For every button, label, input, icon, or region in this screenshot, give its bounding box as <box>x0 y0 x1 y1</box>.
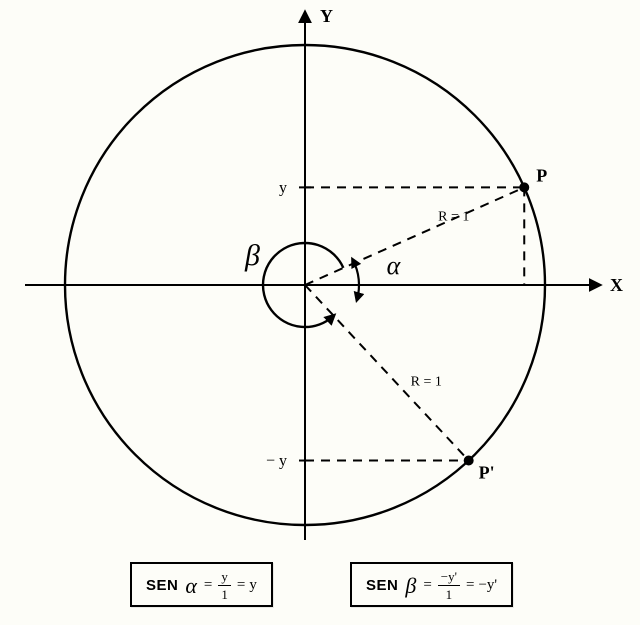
y-axis-label: Y <box>320 6 333 26</box>
radius-label-pprime: R = 1 <box>411 374 442 389</box>
alpha-symbol: α <box>182 573 200 599</box>
radius-label-p: R = 1 <box>438 209 469 224</box>
alpha-label: α <box>387 251 402 280</box>
radius-to-pprime <box>305 285 469 461</box>
equals-sign: = <box>204 577 212 594</box>
numerator: y <box>218 570 231 583</box>
equals-sign: = <box>237 577 245 594</box>
beta-label: β <box>244 239 260 272</box>
denominator: 1 <box>218 588 231 601</box>
beta-symbol: β <box>402 573 419 599</box>
neg-y-tick-label: − y <box>266 453 287 470</box>
fraction: y 1 <box>218 570 231 601</box>
rhs: −y' <box>478 577 497 594</box>
formula-sen-beta: SEN β = −y' 1 = −y' <box>350 562 513 607</box>
alpha-arc <box>353 260 359 300</box>
point-pprime <box>464 456 474 466</box>
x-axis-label: X <box>610 275 623 295</box>
fraction-bar <box>438 585 460 586</box>
stage: X Yy − y P P' R = 1 R = 1 α β SEN α = y 1 = y SE… <box>0 0 640 625</box>
denominator: 1 <box>443 588 456 601</box>
equals-sign: = <box>466 577 474 594</box>
numerator: −y' <box>438 570 460 583</box>
equals-sign: = <box>423 577 431 594</box>
unit-circle-diagram: X Yy − y P P' R = 1 R = 1 α β <box>0 0 640 625</box>
y-tick-label: y <box>279 179 287 196</box>
radius-to-p <box>305 187 524 285</box>
rhs: y <box>249 577 257 594</box>
point-p <box>519 182 529 192</box>
sen-label: SEN <box>366 577 398 594</box>
fraction: −y' 1 <box>438 570 460 601</box>
point-pprime-label: P' <box>479 463 495 483</box>
formula-sen-alpha: SEN α = y 1 = y <box>130 562 273 607</box>
sen-label: SEN <box>146 577 178 594</box>
fraction-bar <box>218 585 231 586</box>
point-p-label: P <box>536 165 547 185</box>
